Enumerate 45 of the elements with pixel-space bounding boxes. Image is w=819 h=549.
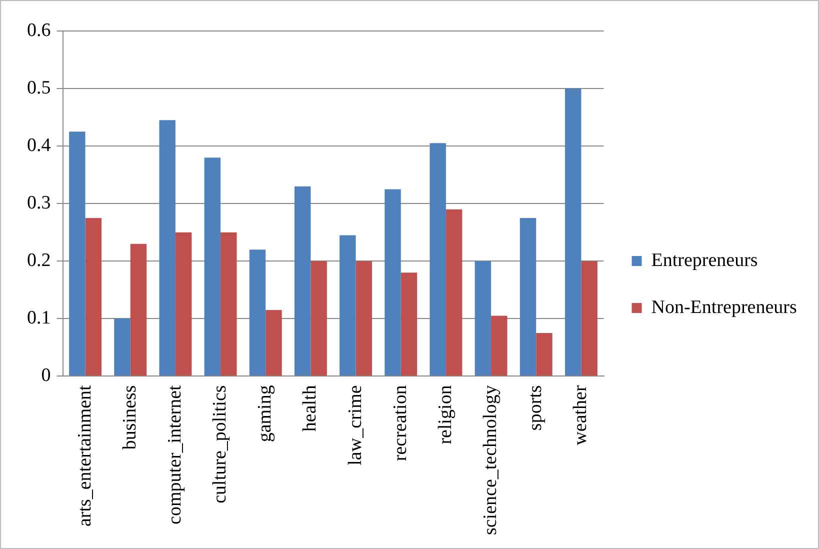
bar — [400, 272, 418, 376]
bar — [69, 132, 86, 376]
x-tick-label: sports — [525, 385, 546, 431]
bar — [536, 333, 552, 376]
bar — [446, 209, 462, 376]
y-tick-label: 0.4 — [27, 135, 52, 156]
bar — [159, 120, 176, 376]
bar — [294, 186, 311, 376]
bar — [220, 232, 237, 376]
bar — [130, 244, 147, 376]
x-tick-label: religion — [434, 384, 456, 444]
y-tick-label: 0 — [41, 365, 51, 386]
bar — [520, 218, 536, 376]
x-tick-label: arts_entertainment — [74, 384, 96, 527]
x-tick-label: business — [119, 385, 140, 450]
bar — [474, 261, 492, 376]
bar — [581, 261, 598, 376]
x-tick-label: weather — [570, 384, 592, 446]
bar — [85, 218, 102, 376]
bar — [356, 261, 372, 376]
bar — [175, 232, 192, 376]
y-tick-label: 0.3 — [27, 192, 51, 214]
x-tick-label: science_technology — [480, 384, 502, 536]
x-tick-label: health — [300, 384, 321, 432]
y-tick-label: 0.5 — [27, 78, 51, 99]
legend-label: Entrepreneurs — [651, 250, 758, 271]
bar — [491, 316, 508, 376]
bar — [204, 158, 221, 376]
bar — [266, 310, 282, 376]
y-tick-label: 0.6 — [27, 20, 51, 41]
x-tick-label: culture_politics — [210, 385, 231, 504]
bar — [384, 189, 401, 376]
bar — [340, 235, 356, 376]
x-tick-label: law_crime — [344, 385, 366, 466]
x-tick-label: gaming — [254, 384, 276, 442]
bar — [430, 143, 446, 376]
x-tick-label: computer_internet — [164, 384, 186, 524]
x-tick-label: recreation — [390, 384, 411, 462]
y-tick-label: 0.1 — [27, 308, 51, 329]
bar — [249, 250, 266, 376]
bar — [310, 261, 327, 376]
bar — [114, 318, 130, 376]
legend-label: Non-Entrepreneurs — [651, 296, 797, 318]
bar — [564, 88, 582, 376]
y-tick-label: 0.2 — [27, 250, 51, 272]
